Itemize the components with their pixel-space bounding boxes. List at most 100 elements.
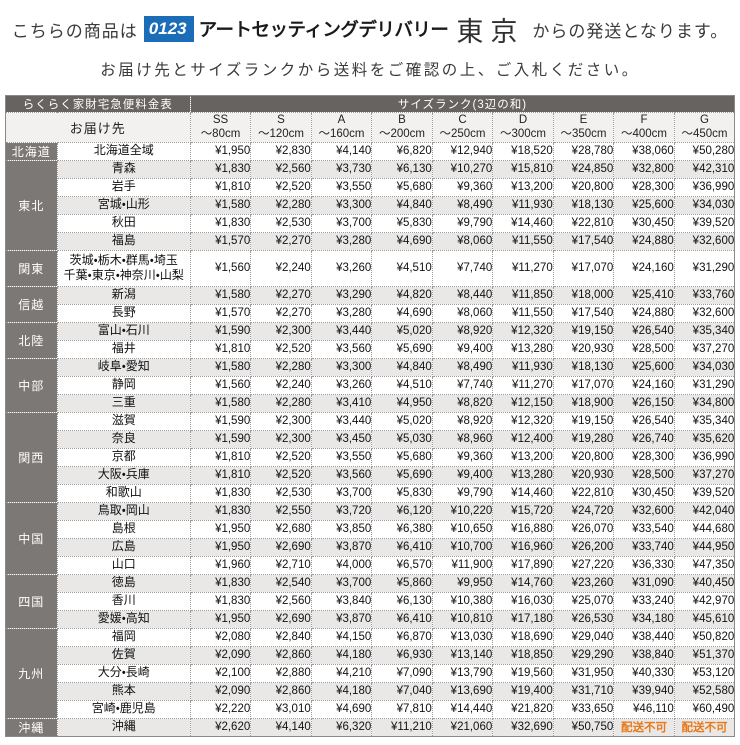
price-cell: ¥1,950 [189,519,252,539]
region-cell: 東北 [4,159,58,251]
destination-cell: 富山・石川 [56,321,191,341]
region-cell: 中国 [4,501,58,575]
price-cell: ¥30,450 [613,483,675,503]
price-cell: ¥29,040 [552,627,615,647]
size-column-header-s: S ～120cm [250,112,312,143]
price-cell: ¥30,450 [613,213,675,233]
price-cell: ¥11,270 [492,249,554,287]
price-cell: ¥3,280 [310,231,373,251]
price-cell: ¥3,550 [310,177,373,197]
price-cell: ¥4,150 [310,627,373,647]
table-row: 福島 ¥1,570 ¥2,270 ¥3,280 ¥4,690 ¥8,060 ¥11,550 ¥… [5,231,736,251]
price-cell: ¥3,550 [310,447,373,467]
price-cell: ¥1,830 [189,213,252,233]
price-cell: ¥8,060 [431,303,494,323]
price-cell: ¥50,750 [552,717,615,737]
size-rank-title-cell: サイズランク(3辺の和) [189,95,736,113]
price-cell: ¥1,590 [189,411,252,431]
price-cell: ¥18,900 [552,393,615,413]
destination-cell: 青森 [56,159,191,179]
price-cell: ¥10,380 [431,591,494,611]
price-cell: ¥28,780 [552,141,615,161]
price-cell: ¥1,810 [189,339,252,359]
price-cell: ¥1,560 [189,249,252,287]
destination-cell: 長野 [56,303,191,323]
price-cell: ¥60,490 [673,699,736,719]
price-cell: ¥5,680 [371,177,433,197]
price-cell: ¥11,550 [492,303,554,323]
price-cell: ¥4,210 [310,663,373,683]
price-cell: ¥3,440 [310,411,373,431]
destination-cell: 愛媛・高知 [56,609,191,629]
destination-cell: 滋賀 [56,411,191,431]
price-cell: ¥35,340 [673,321,736,341]
price-cell: ¥46,110 [613,699,675,719]
price-cell: ¥2,680 [250,519,312,539]
price-cell: ¥3,700 [310,213,373,233]
price-cell: ¥38,840 [613,645,675,665]
destination-cell: 熊本 [56,681,191,701]
destination-cell: 和歌山 [56,483,191,503]
price-cell: ¥13,690 [431,681,494,701]
price-cell: ¥9,790 [431,213,494,233]
price-cell: ¥1,950 [189,141,252,161]
price-cell: ¥3,440 [310,321,373,341]
table-row: 香川 ¥1,830 ¥2,560 ¥3,840 ¥6,130 ¥10,380 ¥16,030… [5,591,736,611]
price-cell: ¥6,820 [371,141,433,161]
price-cell: ¥34,180 [613,609,675,629]
price-cell: ¥3,840 [310,591,373,611]
price-cell: ¥24,880 [613,231,675,251]
table-title-row: らくらく家財宅急便料金表 サイズランク(3辺の和) [4,95,736,113]
price-cell: ¥5,030 [371,429,433,449]
price-cell: ¥2,690 [250,537,312,557]
price-cell: ¥6,320 [310,717,373,737]
price-cell: ¥2,860 [250,645,312,665]
price-cell: ¥24,720 [552,501,615,521]
table-row: 大阪・兵庫 ¥1,810 ¥2,520 ¥3,560 ¥5,690 ¥9,400 ¥13,2… [5,465,736,485]
price-cell: ¥2,520 [250,177,312,197]
price-cell: ¥8,490 [431,357,494,377]
price-cell: ¥13,280 [492,465,554,485]
price-cell: ¥4,180 [310,681,373,701]
price-cell: ¥1,580 [189,195,252,215]
price-cell: ¥2,300 [250,411,312,431]
shipping-rate-table: らくらく家財宅急便料金表 サイズランク(3辺の和) お届け先 SS ～80cm S ～… [4,95,736,737]
column-header-row: お届け先 SS ～80cm S ～120cm A ～160cm B ～200cm C ～250cm… [4,112,736,143]
price-cell: ¥22,810 [552,483,615,503]
price-cell: ¥10,810 [431,609,494,629]
destination-cell: 岐阜・愛知 [56,357,191,377]
price-cell: ¥42,310 [673,159,736,179]
price-cell: ¥33,540 [613,519,675,539]
price-cell: ¥42,970 [673,591,736,611]
price-cell: ¥17,540 [552,231,615,251]
price-cell: ¥44,680 [673,519,736,539]
price-cell: ¥5,860 [371,573,433,593]
destination-cell: 三重 [56,393,191,413]
price-cell: ¥3,730 [310,159,373,179]
price-cell: ¥31,290 [673,249,736,287]
price-cell: ¥3,010 [250,699,312,719]
price-cell: ¥2,560 [250,159,312,179]
price-cell: ¥18,130 [552,357,615,377]
table-row: 和歌山 ¥1,830 ¥2,530 ¥3,700 ¥5,830 ¥9,790 ¥14,460… [5,483,736,503]
price-cell: ¥1,590 [189,321,252,341]
price-cell: ¥3,260 [310,375,373,395]
destination-cell: 茨城・栃木・群馬・埼玉 千葉・東京・神奈川・山梨 [56,249,191,287]
price-cell: ¥2,300 [250,321,312,341]
price-cell: ¥6,130 [371,591,433,611]
table-row: 静岡 ¥1,560 ¥2,240 ¥3,260 ¥4,510 ¥7,740 ¥11,270 ¥… [5,375,736,395]
price-cell: ¥39,940 [613,681,675,701]
price-cell: ¥6,130 [371,159,433,179]
size-column-header-e: E ～350cm [552,112,615,143]
price-cell: ¥6,570 [371,555,433,575]
destination-header-cell: お届け先 [4,112,191,143]
price-cell: ¥17,070 [552,375,615,395]
price-cell: ¥3,410 [310,393,373,413]
price-cell: ¥4,510 [371,249,433,287]
price-cell: ¥1,590 [189,429,252,449]
table-row: 熊本 ¥2,090 ¥2,860 ¥4,180 ¥7,040 ¥13,690 ¥19,400… [5,681,736,701]
price-cell: ¥2,090 [189,645,252,665]
price-cell: ¥2,270 [250,285,312,305]
price-cell: ¥3,280 [310,303,373,323]
price-cell: ¥24,160 [613,375,675,395]
